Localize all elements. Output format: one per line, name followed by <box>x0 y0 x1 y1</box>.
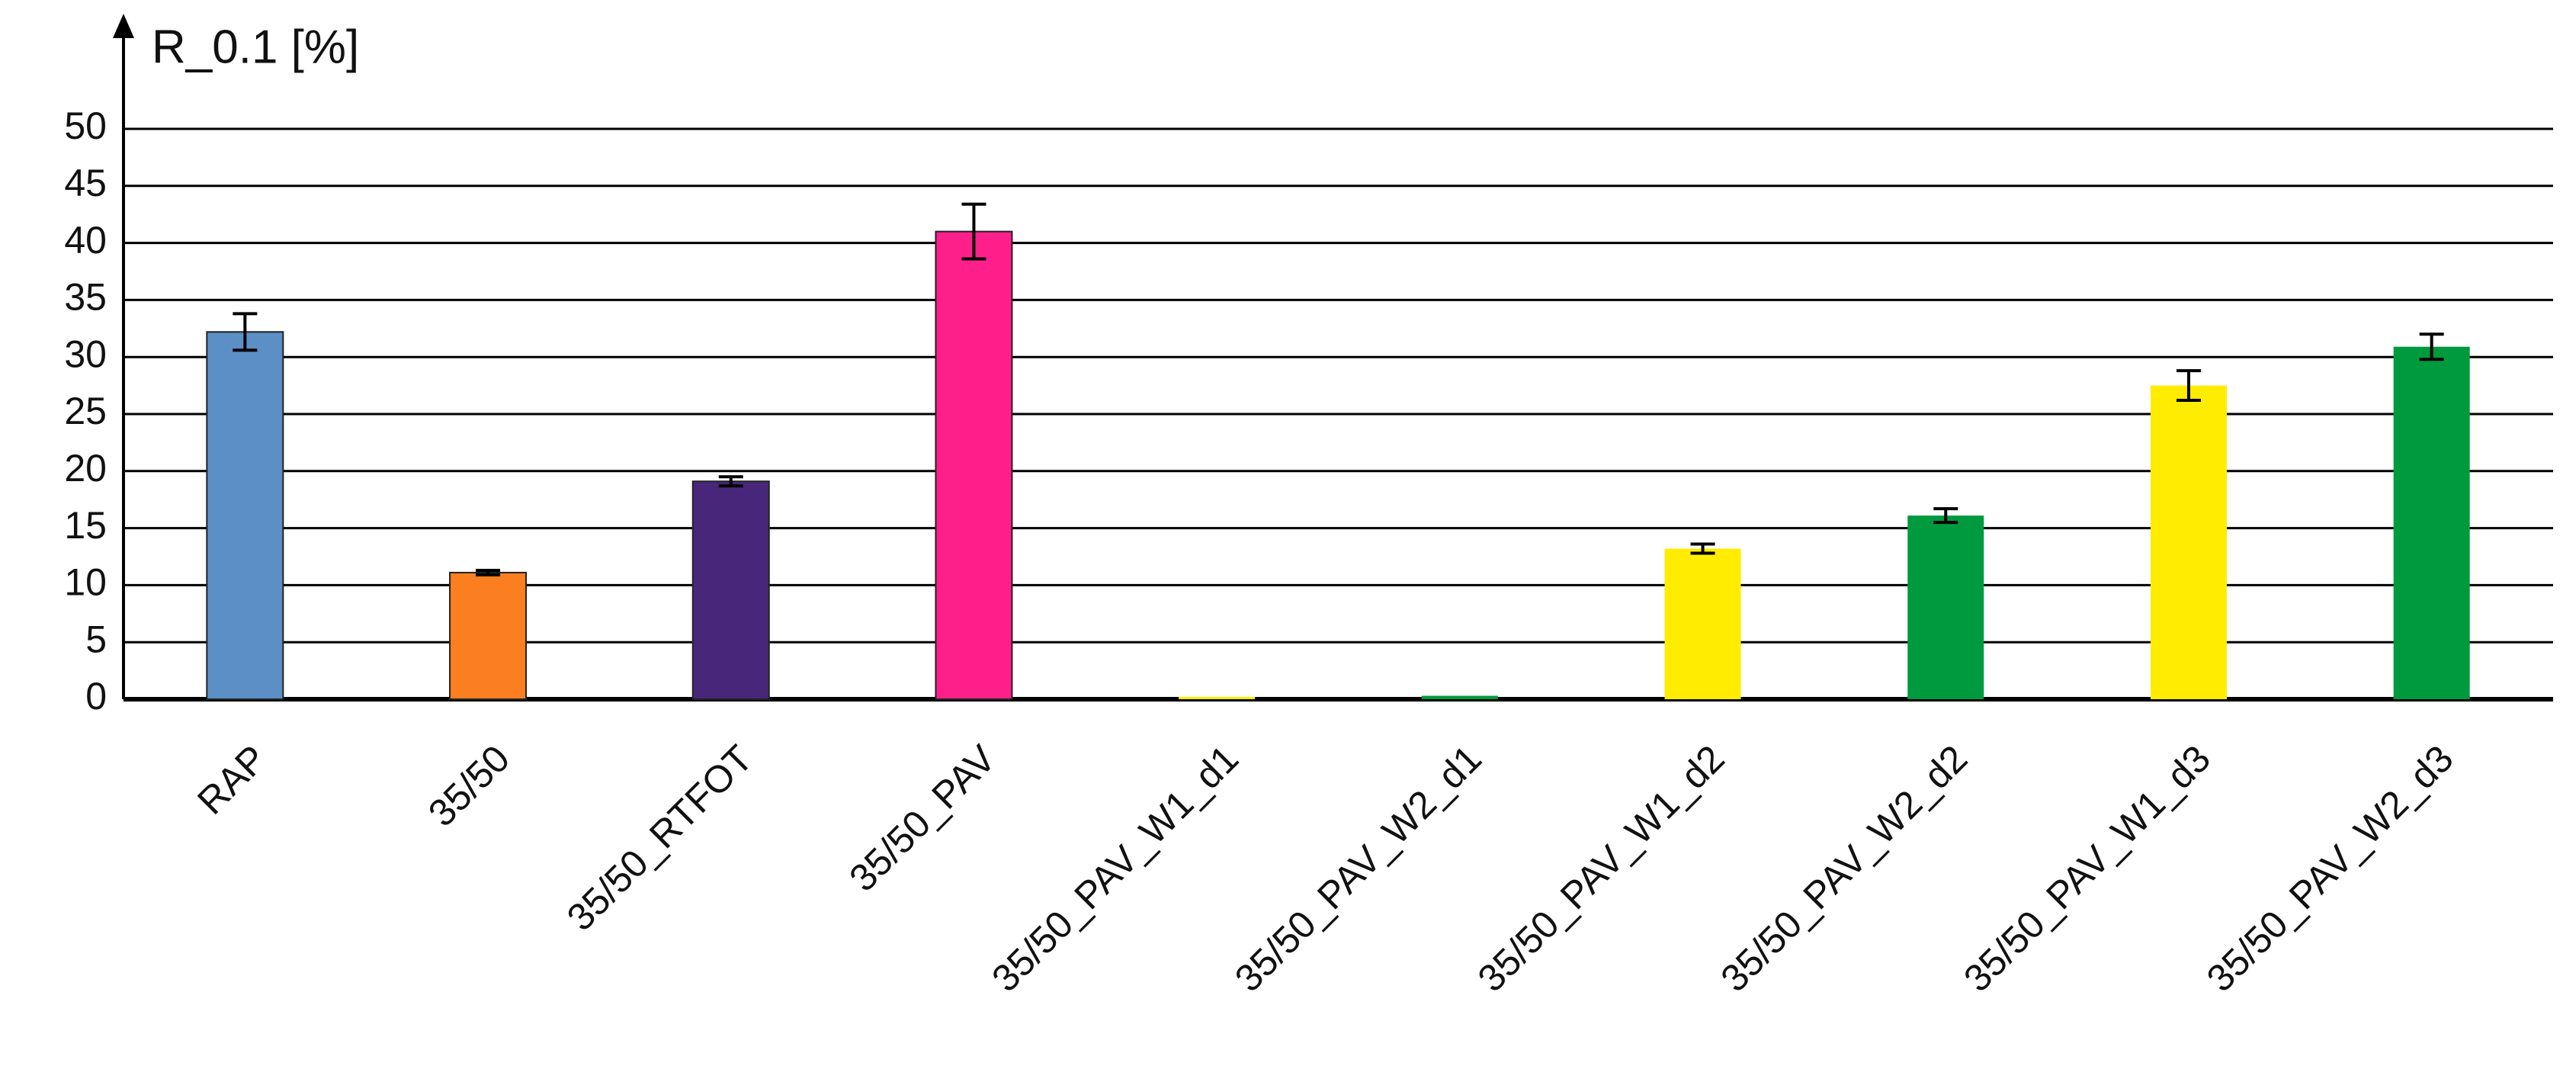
x-tick-label: 35/50 <box>420 737 518 835</box>
y-tick-label: 40 <box>64 219 107 262</box>
x-tick-label: RAP <box>189 737 274 823</box>
bar <box>1664 548 1741 699</box>
error-bar <box>2176 369 2201 403</box>
error-bar <box>2419 332 2444 361</box>
error-bar <box>1690 542 1715 555</box>
y-tick-label: 10 <box>64 561 107 604</box>
x-tick-label: 35/50_PAV_W2_d2 <box>1712 737 1975 1000</box>
bar <box>206 331 284 700</box>
y-tick-label: 35 <box>64 276 107 319</box>
error-bar <box>961 202 986 261</box>
y-tick-label: 30 <box>64 332 107 375</box>
bar <box>1179 697 1256 699</box>
bar <box>449 571 528 700</box>
y-tick-label: 45 <box>64 162 107 204</box>
x-tick-label: 35/50_PAV <box>841 737 1004 900</box>
y-axis-arrow <box>113 14 134 38</box>
bar <box>691 480 770 700</box>
y-tick-label: 15 <box>64 504 107 547</box>
bar <box>2393 346 2470 699</box>
y-tick-label: 50 <box>64 104 107 147</box>
x-tick-label: 35/50_PAV_W2_d1 <box>1227 737 1490 1000</box>
error-bar <box>233 312 258 352</box>
x-tick-label: 35/50_PAV_W1_d1 <box>983 737 1246 1000</box>
error-bar <box>718 475 743 488</box>
error-bar <box>1933 507 1958 525</box>
bar <box>2150 385 2227 699</box>
x-tick-label: 35/50_PAV_W1_d3 <box>1955 737 2218 1000</box>
y-tick-label: 0 <box>85 675 107 718</box>
x-tick-label: 35/50_PAV_W2_d3 <box>2199 737 2462 1000</box>
bar <box>1907 515 1984 699</box>
y-tick-label: 20 <box>64 447 107 490</box>
y-axis-label: R_0.1 [%] <box>152 21 359 73</box>
x-tick-label: 35/50_RTFOT <box>559 737 761 939</box>
bar <box>1421 695 1498 699</box>
error-bar <box>476 568 501 576</box>
x-tick-label: 35/50_PAV_W1_d2 <box>1470 737 1733 1000</box>
bar <box>935 230 1013 700</box>
y-tick-label: 5 <box>85 618 107 660</box>
y-tick-label: 25 <box>64 390 107 432</box>
